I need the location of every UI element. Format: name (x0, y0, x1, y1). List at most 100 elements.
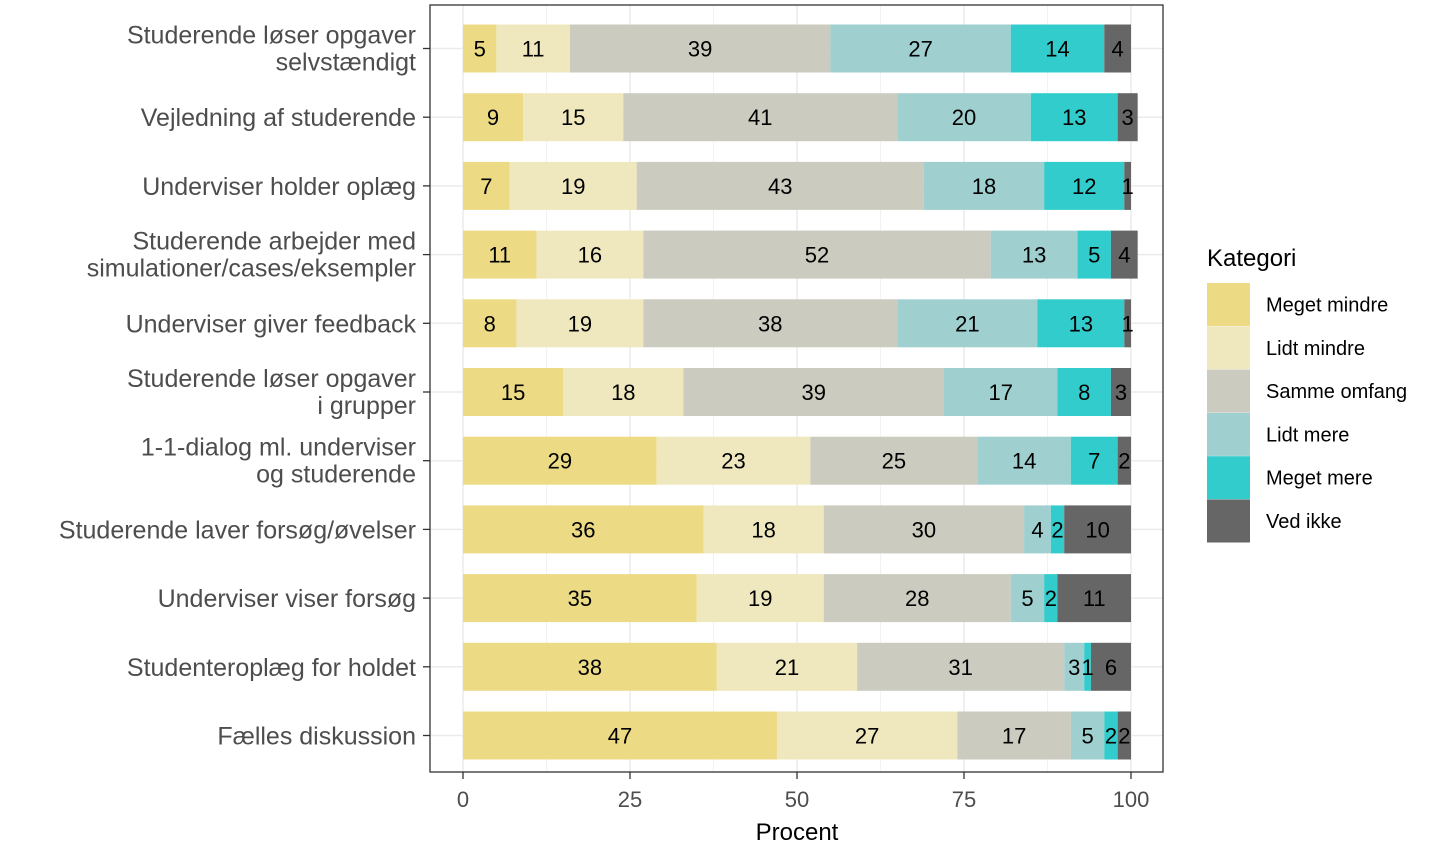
y-tick-label: Studerende løser opgaver i grupper (127, 365, 416, 420)
bar-segment (636, 161, 924, 210)
bar-segment (810, 436, 978, 485)
bar-segment (990, 230, 1078, 279)
segment-label: 38 (758, 311, 782, 336)
segment-label: 52 (805, 243, 829, 268)
segment-label: 35 (568, 586, 592, 611)
segment-label: 16 (578, 243, 602, 268)
bars (463, 24, 1138, 760)
segment-label: 47 (608, 724, 632, 749)
segment-label: 31 (948, 655, 972, 680)
bar-segment (1044, 161, 1125, 210)
y-tick-label: Underviser viser forsøg (158, 585, 416, 613)
bar-segment (703, 505, 824, 554)
legend-key (1207, 412, 1250, 456)
legend-key (1207, 326, 1250, 370)
x-axis-title: Procent (756, 819, 839, 845)
bar-segment (1090, 642, 1131, 691)
segment-label: 14 (1045, 37, 1069, 62)
segment-label: 39 (688, 37, 712, 62)
segment-label: 3 (1068, 655, 1080, 680)
x-tick-label: 100 (1113, 787, 1150, 812)
y-tick-label: Studenteroplæg for holdet (127, 654, 416, 682)
segment-label: 4 (1118, 243, 1130, 268)
segment-label: 11 (1083, 586, 1106, 611)
segment-label: 4 (1031, 517, 1043, 542)
bar-segment (463, 642, 717, 691)
segment-label: 2 (1045, 586, 1057, 611)
bar-segment (830, 24, 1011, 73)
segment-label: 18 (751, 517, 775, 542)
segment-label: 19 (748, 586, 772, 611)
bar-segment (943, 368, 1058, 416)
bar-segment (643, 299, 898, 348)
bar-segment (1110, 230, 1138, 279)
segment-label: 2 (1118, 724, 1130, 749)
segment-label: 38 (578, 655, 602, 680)
segment-label: 3 (1122, 105, 1134, 130)
segment-label: 1 (1122, 311, 1134, 336)
x-tick-label: 0 (457, 787, 469, 812)
bar-segment (823, 505, 1025, 554)
legend-label: Lidt mere (1266, 424, 1349, 446)
bar-segment (643, 230, 991, 279)
bar-segment (1124, 299, 1131, 348)
bar-segment (463, 711, 777, 760)
segment-label: 7 (480, 174, 492, 199)
segment-label: 5 (1088, 243, 1100, 268)
segment-label: 21 (775, 655, 799, 680)
y-tick-label: Studerende arbejder med simulationer/case… (87, 228, 416, 283)
segment-label: 20 (952, 105, 976, 130)
segment-label: 5 (474, 37, 486, 62)
bar-segment (857, 642, 1065, 691)
bar-segment (1084, 642, 1091, 691)
segment-label: 43 (768, 174, 792, 199)
segment-label: 1 (1122, 174, 1134, 199)
bar-segment (1070, 436, 1118, 485)
bar-segment (1117, 711, 1131, 760)
legend: Kategori Meget mindre Lidt mindre Samme om… (1207, 245, 1407, 543)
bar-segment (1044, 574, 1058, 623)
y-axis: Studerende løser opgaver selvstændigt Vejl… (59, 22, 430, 751)
segment-label: 15 (561, 105, 585, 130)
bar-segment (463, 505, 704, 554)
bar-segment (716, 642, 858, 691)
legend-label: Ved ikke (1266, 511, 1342, 533)
bar-segment (1050, 505, 1065, 554)
segment-label: 17 (988, 380, 1012, 405)
bar-segment (516, 299, 644, 348)
legend-label: Meget mindre (1266, 295, 1388, 317)
legend-key (1207, 369, 1250, 413)
bar-segment (463, 299, 517, 348)
bar-segment (696, 574, 824, 623)
segment-label: 11 (522, 37, 545, 62)
bar-segment (1057, 368, 1111, 416)
bar-segment (463, 368, 564, 416)
bar-segment (536, 230, 644, 279)
segment-label: 13 (1069, 311, 1093, 336)
segment-label: 30 (912, 517, 936, 542)
segment-label: 27 (908, 37, 932, 62)
bar-segment (897, 299, 1038, 348)
bar-segment (1104, 24, 1131, 73)
segment-label: 21 (955, 311, 979, 336)
segment-label: 3 (1115, 380, 1127, 405)
bar-segment (776, 711, 958, 760)
y-tick-label: Underviser holder oplæg (142, 173, 416, 201)
bar-segment (1024, 505, 1051, 554)
y-tick-label: Fælles diskussion (217, 723, 416, 751)
x-tick-label: 75 (952, 787, 976, 812)
bar-segment (1110, 368, 1131, 416)
bar-segment (1064, 642, 1085, 691)
legend-label: Lidt mindre (1266, 338, 1365, 360)
legend-key (1207, 499, 1250, 543)
segment-label: 19 (561, 174, 585, 199)
segment-label: 28 (905, 586, 929, 611)
bar-segment (1117, 93, 1138, 142)
segment-label: 13 (1022, 243, 1046, 268)
segment-label: 9 (487, 105, 499, 130)
bar-segment (1037, 299, 1125, 348)
segment-label: 19 (568, 311, 592, 336)
segment-label: 1 (1081, 655, 1093, 680)
bar-segment (569, 24, 831, 73)
